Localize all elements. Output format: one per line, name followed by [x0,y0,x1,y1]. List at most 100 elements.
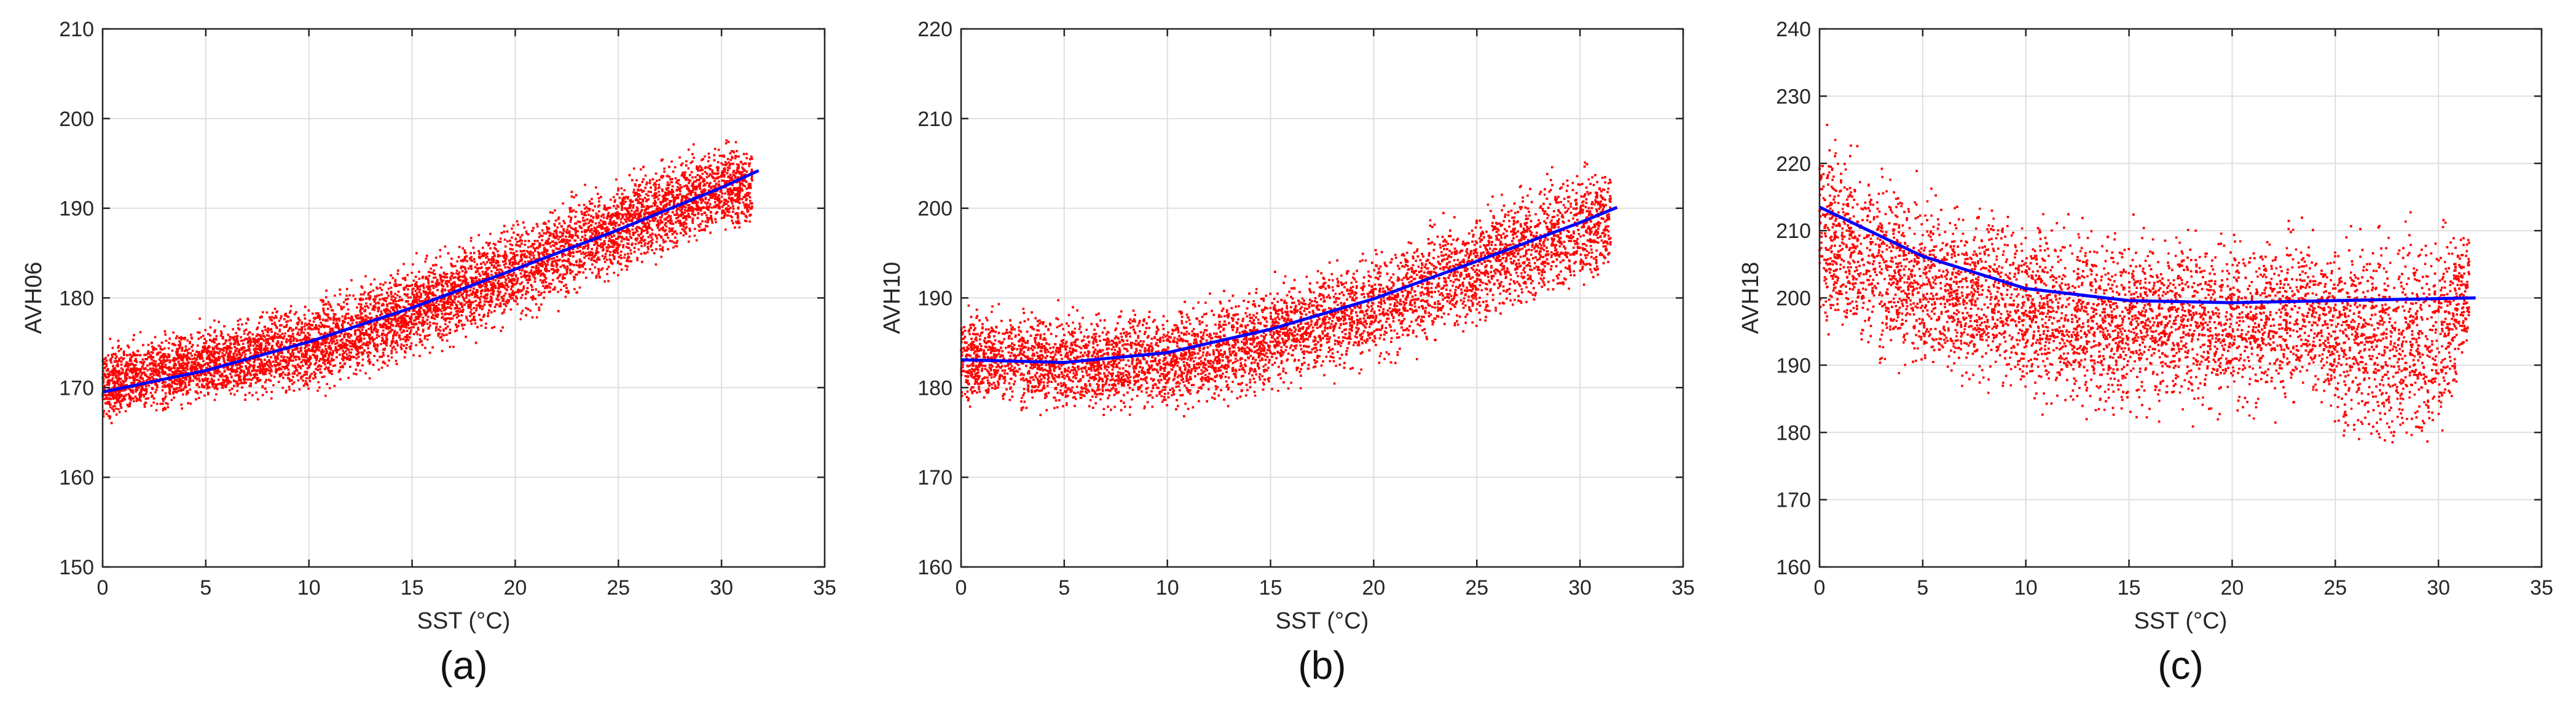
scatter-point [140,393,143,396]
scatter-point [182,393,184,396]
panel-a: 0 5 10 15 20 25 30 35 150 160 170 180 190 200 210 SST (… [0,0,858,701]
scatter-point [627,231,629,233]
scatter-point [452,282,455,284]
scatter-point [674,245,677,248]
scatter-point [489,289,491,292]
scatter-point [270,368,273,371]
scatter-point [621,199,624,202]
scatter-point [281,371,285,374]
scatter-point [108,374,111,378]
scatter-point [287,330,289,333]
scatter-point [190,354,194,357]
scatter-point [471,259,473,262]
scatter-point [173,378,176,381]
scatter-point [664,240,667,243]
scatter-point [422,301,424,303]
scatter-point [283,325,286,328]
scatter-point [359,311,362,313]
scatter-point [477,234,481,237]
scatter-point [420,284,422,287]
scatter-point [685,160,688,163]
scatter-point [497,282,499,285]
scatter-point [681,223,683,226]
scatter-point [497,290,500,293]
scatter-point [374,326,377,329]
scatter-point [461,324,464,327]
scatter-point [658,194,661,197]
scatter-point [333,384,336,387]
scatter-point [315,312,318,315]
scatter-point [632,216,634,219]
scatter-point [672,246,675,249]
scatter-point [410,326,413,329]
scatter-point [265,334,269,337]
scatter-point [517,223,519,226]
scatter-point [549,211,552,214]
scatter-point [197,362,199,364]
scatter-point [379,283,382,285]
scatter-point [607,244,610,247]
scatter-point [412,354,415,357]
scatter-point [237,319,239,322]
scatter-point [354,346,357,348]
scatter-point [648,241,650,244]
scatter-point [653,197,656,200]
scatter-point [503,263,506,266]
scatter-point [218,320,220,323]
scatter-point [709,164,712,167]
scatter-point [647,222,650,225]
scatter-point [438,332,441,335]
scatter-point [111,354,113,356]
scatter-point [662,197,665,199]
scatter-point [487,312,490,314]
scatter-points [101,139,753,424]
scatter-point [529,250,532,253]
scatter-point [475,309,477,312]
scatter-point [402,287,405,290]
scatter-point [273,363,276,366]
scatter-point [112,374,114,377]
scatter-point [141,385,144,388]
scatter-point [392,319,395,321]
scatter-point [696,178,699,181]
scatter-point [375,286,378,289]
scatter-point [240,336,242,339]
scatter-point [499,277,501,279]
scatter-point [640,210,643,213]
scatter-point [651,205,654,208]
scatter-point [509,279,511,282]
scatter-point [324,296,328,299]
scatter-point [473,296,476,298]
scatter-point [371,336,374,339]
scatter-point [105,396,108,398]
scatter-point [452,272,455,275]
scatter-point [635,179,638,181]
scatter-point [298,388,301,390]
scatter-point [371,308,374,311]
scatter-point [503,294,506,297]
scatter-point [651,239,654,241]
scatter-point [724,161,727,164]
scatter-point [690,205,693,208]
scatter-point [669,221,672,224]
scatter-point [544,287,546,290]
scatter-point [701,192,704,195]
scatter-point [157,351,160,354]
scatter-point [621,206,624,208]
scatter-point [734,157,737,160]
scatter-point [178,370,180,373]
scatter-point [512,224,515,227]
scatter-point [636,237,639,240]
scatter-point [676,212,678,215]
scatter-point [607,280,610,283]
scatter-point [473,277,476,280]
scatter-point [533,273,536,276]
scatter-point [294,366,297,370]
scatter-point [683,173,686,176]
scatter-point [457,300,460,303]
scatter-point [236,374,239,376]
scatter-point [142,394,145,397]
scatter-point [359,293,363,296]
scatter-point [431,317,434,319]
scatter-point [609,223,612,226]
